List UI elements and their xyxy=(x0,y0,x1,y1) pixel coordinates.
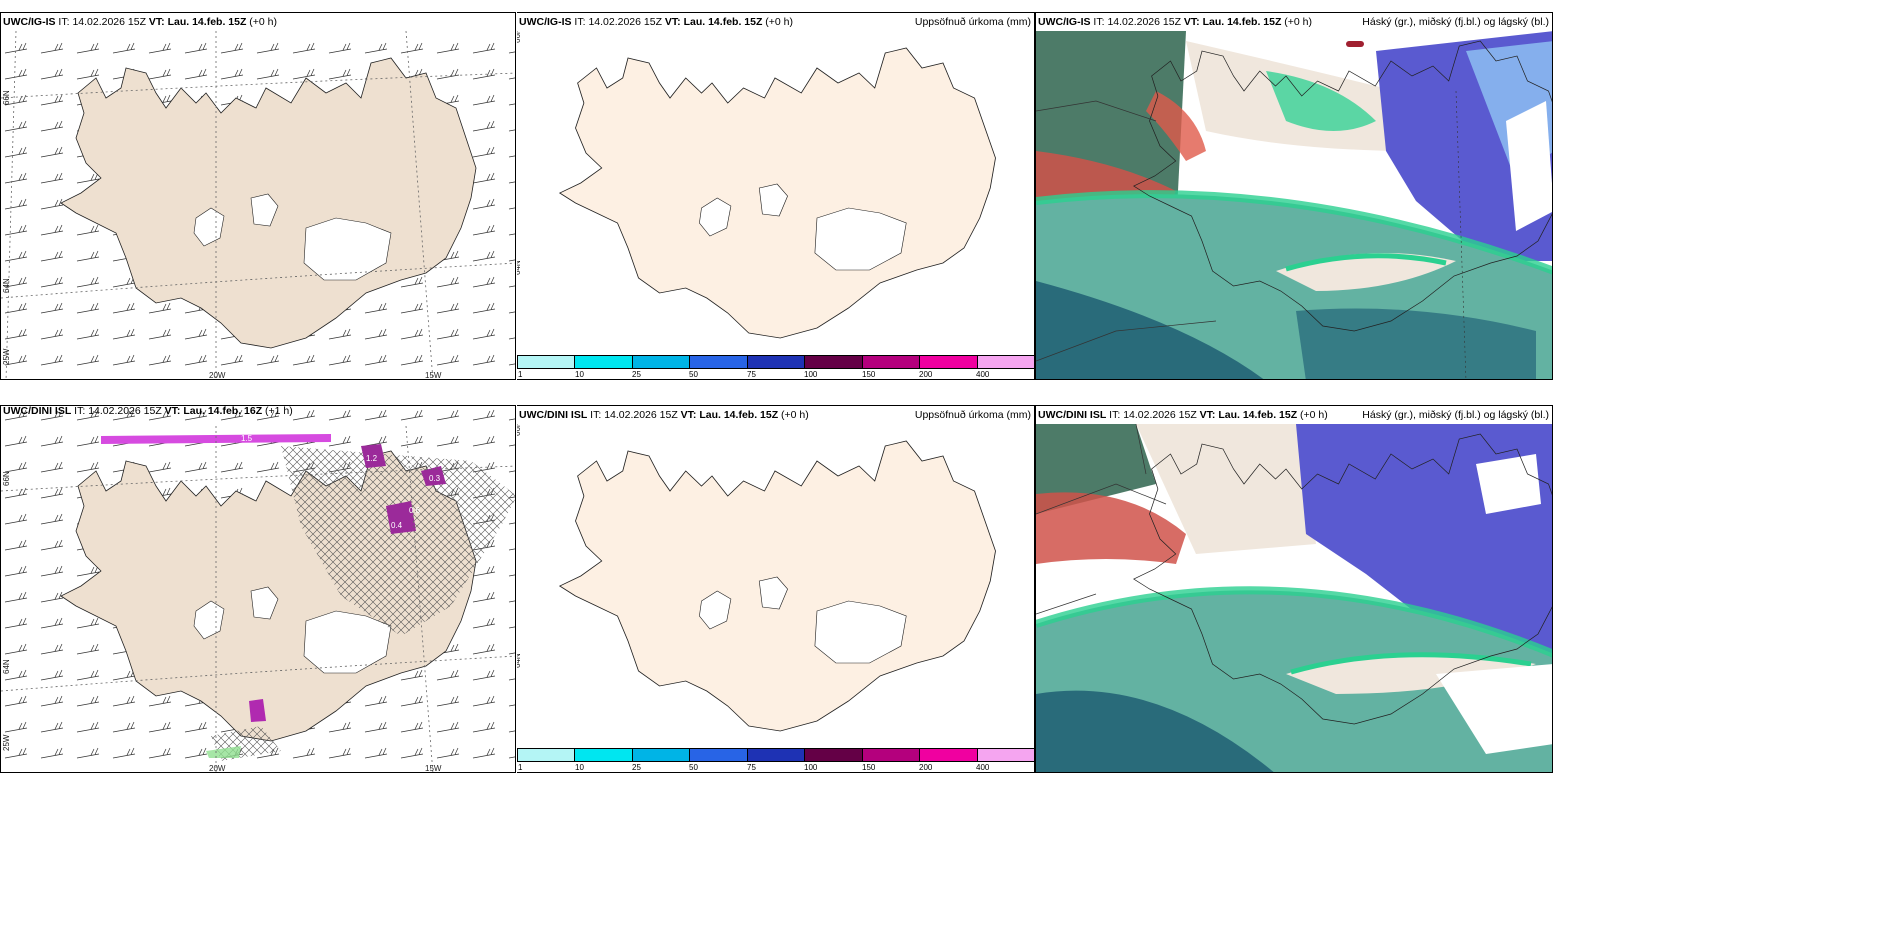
lat-label-64: 64N xyxy=(517,653,522,668)
lon-label-15: 15W xyxy=(425,371,442,380)
precip-colorbar-ticks: 1 10 25 50 75 100 150 200 400 xyxy=(518,370,990,379)
contour-label: 1.2 xyxy=(366,454,378,463)
cbar-bin xyxy=(632,356,691,368)
cbar-bin xyxy=(690,749,748,761)
precip-map xyxy=(559,440,997,732)
contour-label: 1.5 xyxy=(241,434,253,443)
cbar-bin xyxy=(518,356,576,368)
panel-header: UWC/IG-IS IT: 14.02.2026 15Z VT: Lau. 14… xyxy=(1036,13,1552,31)
cbar-bin xyxy=(862,749,921,761)
cbar-bin xyxy=(575,749,633,761)
panel-header: UWC/IG-IS IT: 14.02.2026 15Z VT: Lau. 14… xyxy=(517,13,1034,31)
lon-label-15: 15W xyxy=(425,764,442,773)
cbar-bin xyxy=(862,356,921,368)
panel-wind-ig[interactable]: UWC/IG-IS IT: 14.02.2026 15Z VT: Lau. 14… xyxy=(0,12,516,380)
precip-colorbar-ticks: 1 10 25 50 75 100 150 200 400 xyxy=(518,763,990,772)
cbar-bin xyxy=(518,749,576,761)
contour-label: 0.4 xyxy=(391,521,403,530)
cbar-bin xyxy=(805,356,863,368)
cbar-bin xyxy=(690,356,748,368)
contour-label: 0.6 xyxy=(409,506,421,515)
precip-colorbar xyxy=(517,748,1034,762)
cbar-bin xyxy=(920,749,978,761)
panel-clouds-ig[interactable]: UWC/IG-IS IT: 14.02.2026 15Z VT: Lau. 14… xyxy=(1035,12,1553,380)
cbar-bin xyxy=(632,749,691,761)
contour-label: 0.3 xyxy=(429,474,441,483)
cbar-bin xyxy=(920,356,978,368)
wind-map xyxy=(1,406,515,772)
lat-label-64: 64N xyxy=(2,659,11,674)
panel-header: UWC/DINI ISL IT: 14.02.2026 15Z VT: Lau.… xyxy=(3,405,293,417)
lon-label-20: 20W xyxy=(209,764,226,773)
panel-header: UWC/DINI ISL IT: 14.02.2026 15Z VT: Lau.… xyxy=(517,406,1034,424)
panel-header: UWC/DINI ISL IT: 14.02.2026 15Z VT: Lau.… xyxy=(1036,406,1552,424)
precip-map xyxy=(559,47,997,339)
lat-label-66: 66N xyxy=(2,471,11,486)
cbar-bin xyxy=(575,356,633,368)
precip-colorbar xyxy=(517,355,1034,369)
lon-label-20: 20W xyxy=(209,371,226,380)
cbar-bin xyxy=(977,356,1034,368)
cloud-map xyxy=(1036,424,1552,772)
cbar-bin xyxy=(747,356,806,368)
panel-precip-dini[interactable]: UWC/DINI ISL IT: 14.02.2026 15Z VT: Lau.… xyxy=(517,405,1035,773)
lat-label-66: 66N xyxy=(2,90,11,105)
lat-label-64: 64N xyxy=(2,278,11,293)
lon-label-25: 25W xyxy=(2,734,11,751)
panel-wind-dini[interactable]: UWC/DINI ISL IT: 14.02.2026 15Z VT: Lau.… xyxy=(0,405,516,773)
cloud-map xyxy=(1036,31,1552,379)
wind-map xyxy=(1,13,515,379)
lon-label-25: 25W xyxy=(2,348,11,365)
contour-label: 0.5 xyxy=(403,458,415,467)
cbar-bin xyxy=(805,749,863,761)
lat-label-64: 64N xyxy=(517,260,522,275)
panel-precip-ig[interactable]: UWC/IG-IS IT: 14.02.2026 15Z VT: Lau. 14… xyxy=(517,12,1035,380)
cbar-bin xyxy=(977,749,1034,761)
panel-clouds-dini[interactable]: UWC/DINI ISL IT: 14.02.2026 15Z VT: Lau.… xyxy=(1035,405,1553,773)
panel-header: UWC/IG-IS IT: 14.02.2026 15Z VT: Lau. 14… xyxy=(1,13,515,31)
cbar-bin xyxy=(747,749,806,761)
